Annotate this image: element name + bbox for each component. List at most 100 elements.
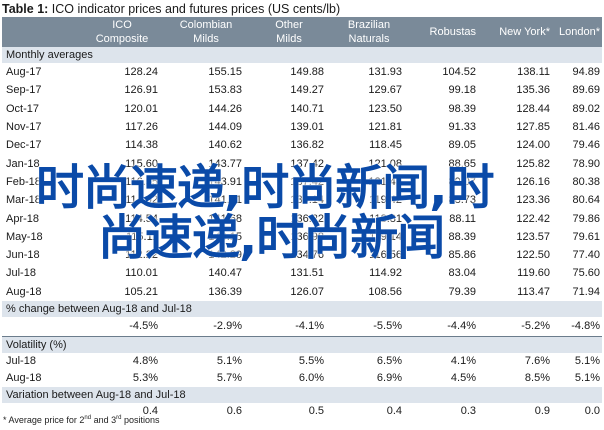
table-cell: 119.42 (369, 194, 402, 207)
table-cell: 115.11 (125, 230, 158, 243)
table-cell: 121.45 (368, 175, 402, 188)
table-number: Table 1: (2, 2, 49, 16)
table-cell: 114.92 (369, 267, 402, 280)
table-cell: 98.39 (448, 102, 476, 115)
table-cell: 114.92 (125, 194, 158, 207)
table-cell: 88.39 (448, 230, 476, 243)
table-cell: 144.09 (208, 121, 242, 134)
table-cell: 123.36 (516, 194, 550, 207)
table-cell: -4.1% (295, 319, 324, 332)
table-cell: 6.0% (298, 371, 324, 384)
table-cell: 137.42 (290, 175, 324, 188)
table-cell: 7.6% (524, 354, 550, 367)
row-label: Apr-18 (6, 212, 40, 225)
table-cell: -4.8% (571, 319, 600, 332)
table-cell: 6.9% (376, 371, 402, 384)
table-cell: 4.5% (450, 371, 476, 384)
table-cell: 140.71 (290, 102, 324, 115)
table-cell: -5.5% (373, 319, 402, 332)
table-cell: 131.93 (368, 66, 402, 79)
table-cell: 71.94 (572, 285, 600, 298)
table-cell: 79.61 (572, 230, 600, 243)
table-row: Apr-18 114.54 141.68 136.22 118.81 88.11 122.4… (2, 209, 602, 227)
table-cell: 5.3% (132, 371, 158, 384)
table-cell: 144.26 (208, 102, 242, 115)
table-row: Jun-18 112.22 142.29 134.76 116.56 85.86 122.5… (2, 246, 602, 264)
table-cell: 88.73 (448, 194, 476, 207)
row-label: Oct-17 (6, 102, 40, 115)
table-row: Nov-17 117.26 144.09 139.01 121.81 91.33 127.8… (2, 118, 602, 136)
table-cell: 0.0 (584, 404, 600, 417)
table-row: Dec-17 114.38 140.62 136.82 118.45 89.05 124.0… (2, 136, 602, 154)
section-header-monthly: Monthly averages (2, 47, 602, 63)
column-header-brazilian-naturals: Brazilian Naturals (330, 17, 408, 47)
table-cell: 149.88 (290, 66, 324, 79)
table-cell: 124.00 (516, 139, 550, 152)
volatility-row: Aug-18 5.3% 5.7% 6.0% 6.9% 4.5% 8.5% 5.1% (2, 370, 602, 387)
table-cell: 136.98 (290, 230, 324, 243)
table-cell: 80.64 (572, 194, 600, 207)
table-title: Table 1: ICO indicator prices and future… (2, 1, 340, 17)
header-corner (2, 17, 80, 47)
table-cell: 137.42 (290, 157, 324, 170)
table-cell: 79.86 (572, 212, 600, 225)
table-cell: 122.42 (516, 212, 550, 225)
table-cell: 136.14 (290, 194, 324, 207)
table-cell: 126.16 (516, 175, 550, 188)
table-row: Feb-18 116.55 143.91 137.42 121.45 89.07 126.1… (2, 173, 602, 191)
table-cell: 143.15 (208, 230, 242, 243)
table-cell: 126.91 (124, 84, 158, 97)
footnote: * Average price for 2nd and 3rd position… (3, 415, 160, 425)
table-cell: 88.65 (448, 157, 476, 170)
volatility-row: Jul-18 4.8% 5.1% 5.5% 6.5% 4.1% 7.6% 5.1% (2, 353, 602, 370)
table-row: Mar-18 114.92 141.61 136.14 119.42 88.73 123.3… (2, 191, 602, 209)
table-row: Aug-17 128.24 155.15 149.88 131.93 104.52 138.… (2, 63, 602, 81)
pct-change-row: -4.5% -2.9% -4.1% -5.5% -4.4% -5.2% -4.8% (2, 317, 602, 337)
table-cell: 0.6 (226, 404, 242, 417)
table-title-text: ICO indicator prices and futures prices … (51, 2, 341, 16)
table-cell: 114.38 (125, 139, 158, 152)
table-cell: 125.82 (516, 157, 550, 170)
row-label: Mar-18 (6, 194, 41, 207)
table-cell: 89.69 (572, 84, 600, 97)
table-cell: 140.62 (208, 139, 242, 152)
table-cell: 0.3 (460, 404, 476, 417)
row-label: Jun-18 (6, 249, 40, 262)
table-cell: 141.61 (208, 194, 242, 207)
table-cell: 141.68 (208, 212, 242, 225)
table-cell: 115.60 (125, 157, 158, 170)
table-cell: 5.7% (216, 371, 242, 384)
table-cell: 131.51 (290, 267, 324, 280)
table-cell: 155.15 (208, 66, 242, 79)
table-cell: 149.27 (290, 84, 324, 97)
table-row: Jul-18 110.01 140.47 131.51 114.92 83.04 119.6… (2, 264, 602, 282)
row-label: Nov-17 (6, 121, 42, 134)
table-cell: 89.05 (448, 139, 476, 152)
table-cell: 119.60 (517, 267, 550, 280)
table-cell: 153.83 (208, 84, 242, 97)
table-cell: 123.57 (516, 230, 550, 243)
table-cell: 0.4 (142, 404, 158, 417)
table-cell: 128.44 (516, 102, 550, 115)
table-cell: 118.81 (369, 212, 402, 225)
column-header-london: London* (556, 17, 602, 47)
table-cell: 128.24 (124, 66, 158, 79)
table-cell: -4.4% (447, 319, 476, 332)
table-cell: 94.89 (572, 66, 600, 79)
table-cell: 123.50 (368, 102, 402, 115)
table-cell: 75.60 (572, 267, 600, 280)
table-cell: 6.5% (376, 354, 402, 367)
column-header-ico-composite: ICO Composite (80, 17, 164, 47)
table-cell: 0.9 (534, 404, 550, 417)
table-cell: 89.02 (572, 102, 600, 115)
section-header-variation: Variation between Aug-18 and Jul-18 (2, 386, 602, 403)
table-cell: 116.56 (369, 249, 402, 262)
table-cell: 142.29 (208, 249, 242, 262)
variation-row: 0.4 0.6 0.5 0.4 0.3 0.9 0.0 (2, 403, 602, 420)
table-cell: 104.52 (442, 66, 476, 79)
table-cell: 136.22 (290, 212, 324, 225)
table-cell: 110.01 (125, 267, 158, 280)
table-cell: 4.1% (450, 354, 476, 367)
table-cell: 88.11 (449, 212, 476, 225)
row-label: May-18 (6, 230, 43, 243)
